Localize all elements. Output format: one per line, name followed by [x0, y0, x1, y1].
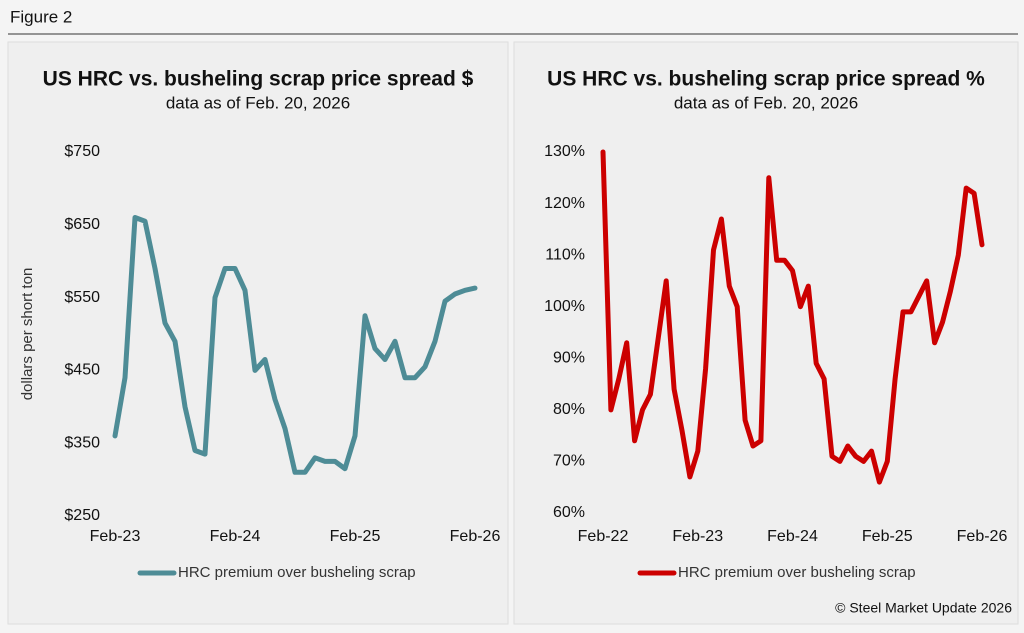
x-tick-label: Feb-23 [672, 528, 723, 545]
y-tick-label: 130% [544, 143, 585, 160]
data-line [112, 215, 478, 475]
y-tick-label: $550 [64, 289, 100, 306]
figure-label: Figure 2 [10, 7, 72, 26]
y-axis-label: dollars per short ton [19, 268, 36, 401]
credit: © Steel Market Update 2026 [835, 600, 1012, 616]
chart-subtitle: data as of Feb. 20, 2026 [166, 93, 350, 112]
chart-subtitle: data as of Feb. 20, 2026 [674, 93, 858, 112]
chart-title: US HRC vs. busheling scrap price spread … [43, 68, 474, 91]
x-tick-label: Feb-25 [862, 528, 913, 545]
y-tick-label: 100% [544, 298, 585, 315]
chart-title: US HRC vs. busheling scrap price spread … [547, 68, 985, 91]
x-tick-label: Feb-24 [210, 528, 261, 545]
x-tick-label: Feb-23 [90, 528, 141, 545]
y-tick-label: 110% [545, 246, 585, 263]
legend-label: HRC premium over busheling scrap [178, 564, 416, 581]
y-tick-label: 90% [553, 350, 585, 367]
data-line [600, 149, 985, 485]
y-tick-label: $450 [64, 362, 100, 379]
y-tick-label: $750 [64, 143, 100, 160]
y-tick-label: 120% [544, 195, 585, 212]
y-tick-label: 70% [553, 453, 585, 470]
x-tick-label: Feb-25 [330, 528, 381, 545]
x-tick-label: Feb-26 [450, 528, 501, 545]
y-tick-label: 60% [553, 504, 585, 521]
y-tick-label: 80% [553, 401, 585, 418]
legend-label: HRC premium over busheling scrap [678, 564, 916, 581]
x-tick-label: Feb-22 [578, 528, 629, 545]
panel-left [7, 41, 509, 625]
x-tick-label: Feb-24 [767, 528, 818, 545]
x-tick-label: Feb-26 [957, 528, 1008, 545]
y-tick-label: $250 [64, 507, 100, 524]
y-tick-label: $650 [64, 216, 100, 233]
y-tick-label: $350 [64, 434, 100, 451]
